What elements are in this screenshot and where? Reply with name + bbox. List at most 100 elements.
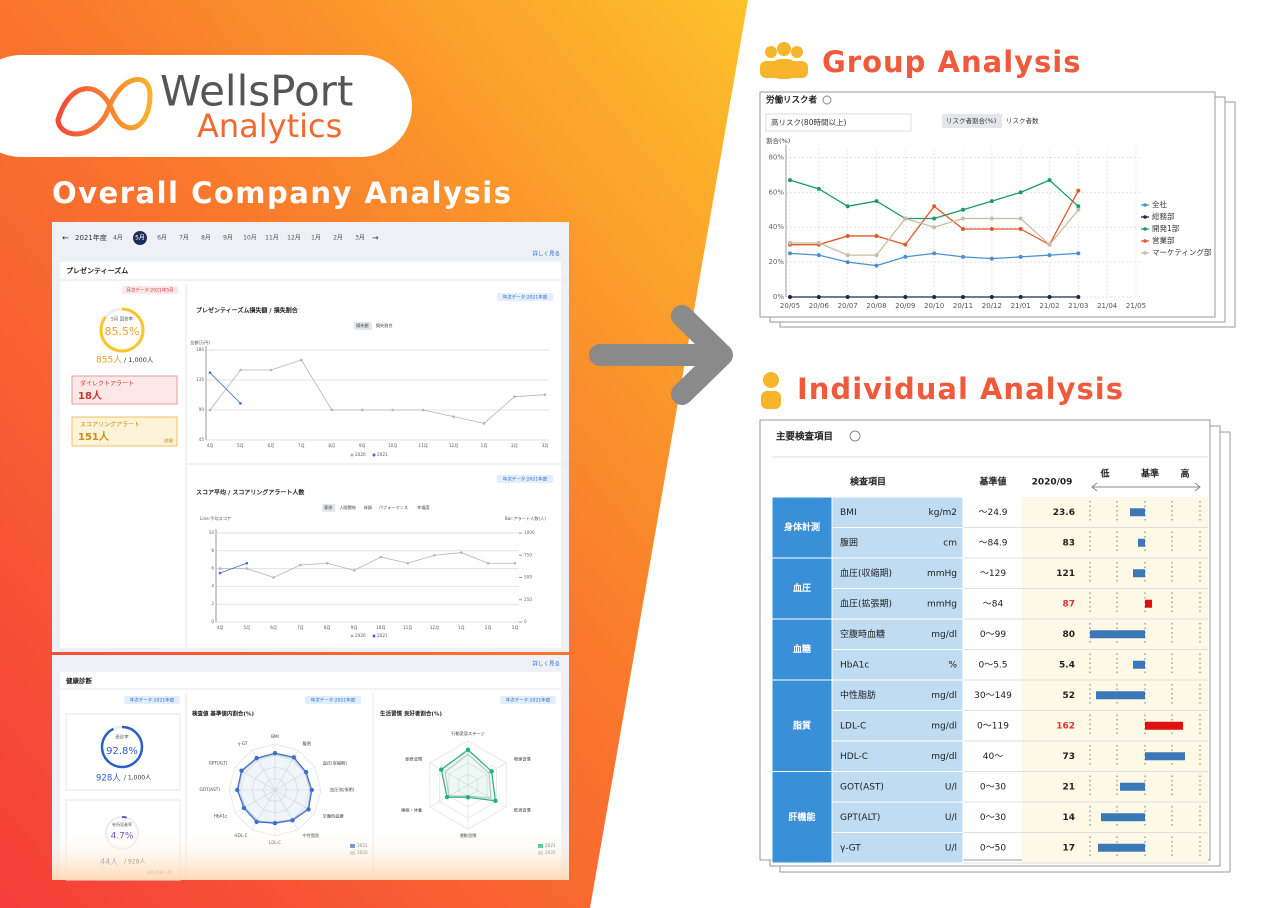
toggle — [376, 504, 413, 512]
legend-swatch — [372, 634, 376, 638]
tag — [497, 475, 553, 483]
value: 73 — [1062, 752, 1075, 762]
point — [513, 395, 516, 398]
level-bar — [1133, 660, 1145, 669]
point — [845, 204, 850, 209]
x-tick-label: 1月 — [481, 443, 488, 449]
logo-pill — [0, 55, 412, 157]
point — [874, 199, 879, 204]
point — [421, 408, 425, 412]
point — [874, 263, 879, 268]
point — [788, 295, 792, 299]
tag — [497, 293, 553, 301]
nav-month: 4月 — [113, 235, 123, 242]
item-name: GOT(AST) — [840, 782, 884, 792]
point — [272, 576, 275, 579]
standard: 0～30 — [980, 813, 1006, 823]
nav-month: 7月 — [179, 235, 189, 242]
link: 詳しく見る — [532, 660, 560, 668]
x-tick-label: 20/12 — [982, 302, 1002, 310]
nav-month: 11月 — [265, 235, 279, 242]
point — [816, 240, 821, 245]
x-tick-label: 20/11 — [953, 302, 973, 310]
group-icon — [760, 42, 808, 79]
label: 年次データ:2021年度 — [130, 697, 175, 704]
brand-name: WellsPort — [160, 67, 353, 116]
label: 月次データ:2021年5月 — [126, 287, 173, 294]
radar-point — [291, 755, 297, 760]
y-tick-label: 10 — [209, 530, 215, 535]
x-tick-label: 12月 — [430, 625, 440, 631]
value: 52 — [1062, 691, 1075, 701]
label: 低 — [1099, 468, 1109, 480]
radar-label: 朝食習慣 — [405, 756, 423, 763]
item-name: HbA1c — [840, 660, 869, 670]
toggle — [373, 322, 397, 330]
label: 928人 — [96, 774, 121, 784]
nav-month: 8月 — [201, 235, 211, 242]
toggle — [942, 114, 1002, 128]
label: 85.5% — [105, 325, 140, 338]
value: 80 — [1062, 630, 1075, 640]
point — [352, 569, 356, 572]
x-tick-label: 7月 — [298, 443, 305, 449]
point — [874, 253, 879, 258]
legend-label: 2020 — [355, 452, 366, 457]
item-name: 腹囲 — [840, 536, 858, 548]
label: 高リスク(80時間以上) — [771, 117, 846, 127]
arrow — [589, 305, 733, 405]
tag — [500, 696, 556, 704]
point — [543, 393, 547, 396]
item-name: 血圧(収縮期) — [840, 567, 892, 579]
toggle — [337, 504, 360, 512]
value: 121 — [1056, 569, 1075, 579]
y2-tick-label: 750 — [524, 552, 532, 557]
toggle-label: 意欲 — [324, 504, 333, 511]
toggle-label: 幸福度 — [417, 504, 430, 511]
point — [330, 408, 334, 412]
series-line — [220, 552, 515, 578]
x-tick-label: 11月 — [403, 625, 413, 631]
point — [874, 233, 879, 238]
radar-point — [272, 820, 278, 826]
standard: 0～99 — [980, 630, 1006, 640]
item-unit: mg/dl — [931, 630, 957, 640]
y-tick-label: 135 — [196, 377, 204, 382]
point — [816, 186, 821, 191]
value: 5.4 — [1059, 660, 1075, 670]
radar-axis — [274, 789, 299, 830]
y2-tick-label: 250 — [524, 597, 532, 602]
level-bar — [1145, 599, 1152, 608]
radar-axis — [467, 762, 507, 786]
toggle-label: パフォーマンス — [379, 505, 408, 511]
point — [845, 233, 850, 238]
toggle — [354, 322, 372, 330]
point — [1018, 295, 1023, 299]
x-tick-label: 20/09 — [895, 302, 915, 310]
label: 詳細 — [164, 438, 173, 445]
level-bar — [1096, 691, 1145, 700]
radar-point — [439, 767, 444, 772]
radar-point — [239, 768, 244, 773]
x-tick-label: 8月 — [328, 443, 335, 449]
point — [1047, 242, 1052, 247]
legend-label: 2021 — [377, 452, 388, 457]
nav-arrow: → — [372, 234, 379, 243]
toggle-label: リスク者数 — [1006, 116, 1039, 125]
label: ダイレクトアラート — [80, 380, 134, 388]
point — [932, 225, 937, 230]
value: 162 — [1056, 721, 1075, 731]
radar-point — [241, 805, 247, 811]
point — [239, 368, 242, 372]
x-tick-label: 1月 — [458, 625, 465, 631]
toggle — [322, 504, 336, 512]
radar-axis — [429, 762, 469, 786]
x-tick-label: 21/01 — [1011, 302, 1031, 310]
point — [218, 567, 222, 570]
nav-month: 3月 — [355, 235, 365, 242]
card — [60, 262, 561, 648]
section-title: Group Analysis — [822, 45, 1082, 79]
y-tick-label: 45 — [199, 437, 205, 442]
point — [1018, 254, 1023, 259]
item-unit: cm — [943, 538, 957, 548]
